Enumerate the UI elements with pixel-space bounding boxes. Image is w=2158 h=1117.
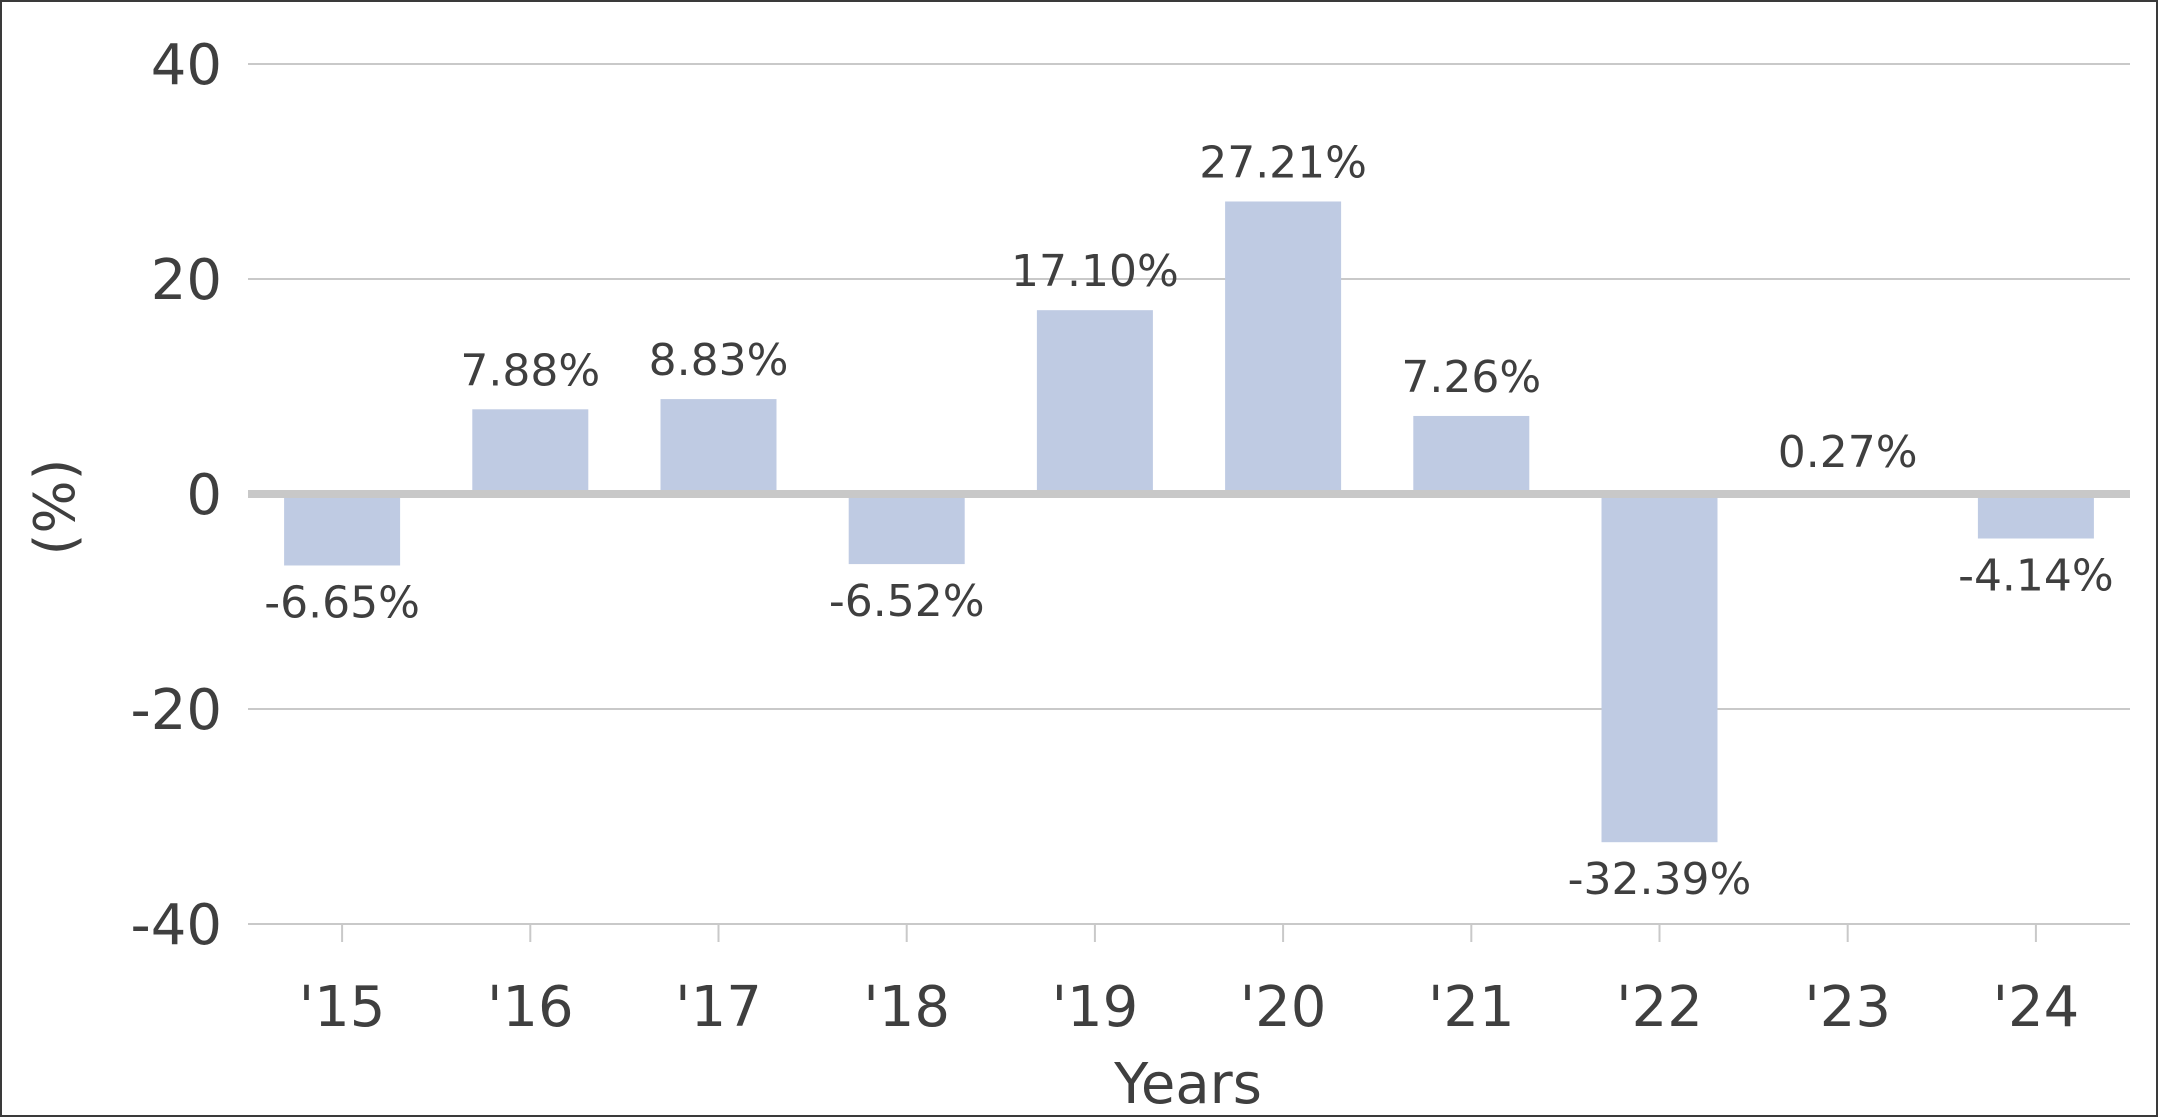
x-tick-label: '22 <box>1616 975 1703 1040</box>
y-axis-title: (%) <box>23 459 88 556</box>
x-tick-label: '24 <box>1993 975 2080 1040</box>
data-label: 17.10% <box>1011 246 1179 297</box>
y-tick-label: -40 <box>131 893 222 958</box>
bars <box>284 201 2094 843</box>
x-tick-label: '19 <box>1052 975 1139 1040</box>
x-tick-label: '23 <box>1804 975 1891 1040</box>
x-tick-label: '20 <box>1240 975 1327 1040</box>
bar <box>1036 310 1153 494</box>
y-tick-label: -20 <box>131 678 222 743</box>
y-tick-label: 0 <box>186 463 222 528</box>
x-tick-label: '18 <box>863 975 950 1040</box>
data-label: 27.21% <box>1199 137 1367 188</box>
data-label: 8.83% <box>649 335 789 386</box>
bar <box>848 494 965 565</box>
y-tick-label: 40 <box>151 33 222 98</box>
bar <box>1225 201 1342 494</box>
y-tick-label: 20 <box>151 248 222 313</box>
bar <box>472 409 589 494</box>
bar <box>284 494 401 566</box>
y-axis-ticks: 40 20 0 -20 -40 <box>131 33 222 958</box>
data-label: -32.39% <box>1568 854 1752 905</box>
data-label: -6.52% <box>829 576 985 627</box>
bar <box>660 399 777 494</box>
x-axis-title: Years <box>1113 1052 1262 1115</box>
x-tick-label: '16 <box>487 975 574 1040</box>
x-tick-label: '21 <box>1428 975 1515 1040</box>
data-label: -6.65% <box>264 577 420 628</box>
x-tick-label: '17 <box>675 975 762 1040</box>
x-tick-label: '15 <box>299 975 386 1040</box>
data-label: -4.14% <box>1958 551 2114 602</box>
data-label: 7.26% <box>1401 352 1541 403</box>
bar <box>1977 494 2094 539</box>
data-label: 0.27% <box>1778 427 1918 478</box>
data-labels: -6.65% 7.88% 8.83% -6.52% 17.10% 27.21% 7.26% -… <box>264 137 2113 905</box>
bar <box>1601 494 1718 843</box>
x-axis-ticks: '15 '16 '17 '18 '19 '20 '21 '22 '23 '24 <box>248 923 2130 1040</box>
bar <box>1413 415 1530 494</box>
data-label: 7.88% <box>460 345 600 396</box>
